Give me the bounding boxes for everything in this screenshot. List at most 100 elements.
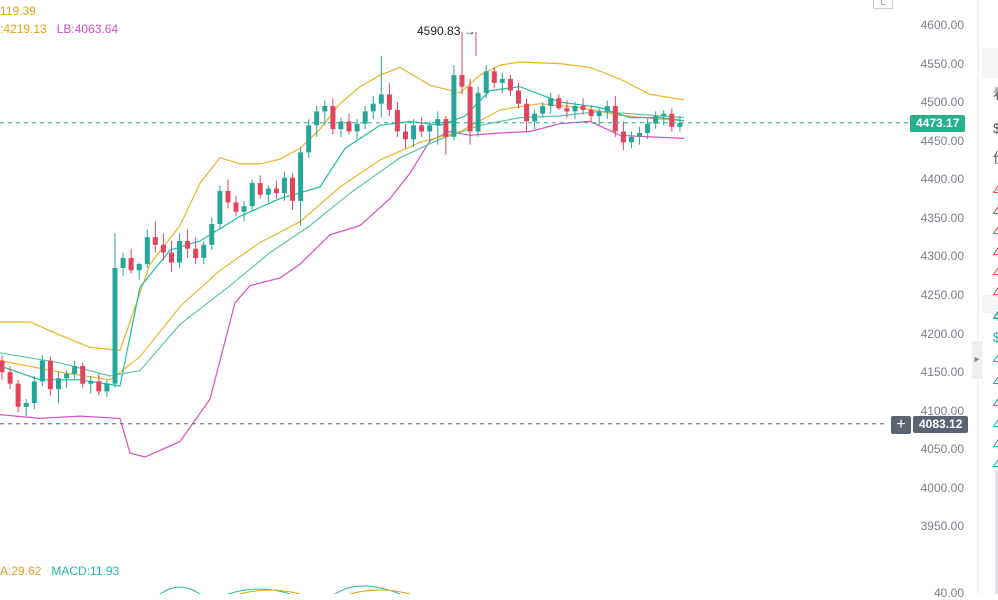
candle-body [160,244,166,253]
candle-body [540,106,546,114]
candle-body [394,109,400,132]
side-panel-highlight [982,295,998,313]
candle-body [532,113,538,122]
side-panel-item: 看 [993,84,998,104]
y-axis-tick: 4050.00 [920,442,964,457]
candle-body [23,403,29,407]
candle-body [39,360,45,382]
candle-body [88,381,94,384]
candle-body [419,125,425,132]
candle-body [604,106,610,112]
candle-body [354,123,360,132]
candle-body [459,75,465,87]
y-axis-tick: 4450.00 [920,133,964,148]
candle-body [524,103,530,122]
y-axis-tick: 4350.00 [920,210,964,225]
candle-body [580,106,586,110]
current-price-tag: 4473.17 [910,115,966,132]
candle-body [330,106,336,130]
candle-body [475,92,481,132]
candle-body [483,71,489,93]
candle-body [249,183,255,207]
side-panel-item: 4 [993,223,998,239]
legend-macd: A:29.62 MACD:11.93 [0,564,119,578]
candle-body [217,190,223,225]
side-panel-item: 4 [993,284,998,300]
candle-body [185,241,191,249]
y-axis-tick: 4200.00 [920,326,964,341]
y-axis-tick: 4600.00 [920,18,964,32]
indicator-lines [0,61,685,458]
candle-body [620,131,626,143]
candle-body [241,206,247,212]
y-axis-tick: 4150.00 [920,365,964,380]
candle-body [507,79,513,91]
candle-body [677,123,683,127]
macd-pane [159,585,411,594]
candle-body [370,103,376,112]
y-axis-tick: 4000.00 [920,480,964,495]
candle-body [290,177,295,201]
ma-slow-line [0,110,685,377]
candle-body [306,125,312,153]
candle-body [386,94,392,110]
upper-band-line [0,61,685,352]
chart-settings-icon[interactable]: L [873,0,893,9]
candle-series [0,31,683,417]
candle-body [338,121,344,130]
candle-body [588,109,594,117]
candle-body [612,106,618,132]
candle-body [233,202,239,212]
candle-body [281,177,287,194]
legend-mb: :4219.13 [0,22,47,36]
legend-lb: LB:4063.64 [56,22,119,36]
candle-body [193,248,199,258]
candle-body [378,94,384,104]
candle-body [15,383,21,407]
side-panel-item: 4 [993,264,998,280]
candle-body [645,123,651,133]
candle-body [548,98,554,106]
y-axis-tick: 4300.00 [920,249,964,264]
candle-body [112,268,118,384]
side-panel-item: $ [993,329,998,345]
side-panel-item: 4 [993,436,998,452]
candle-body [177,241,182,263]
candle-body [64,373,70,379]
side-panel-scroll-arrow[interactable]: ▸ [972,341,982,379]
candle-body [257,183,263,195]
candle-body [144,237,150,265]
side-panel-item: $ [993,120,998,136]
side-panel-scrollbar[interactable] [995,470,998,594]
candle-body [443,119,449,137]
candle-body [629,136,634,143]
side-panel-item: 4 [993,351,998,367]
candle-body [572,106,578,112]
candle-body [96,381,102,392]
candle-body [169,252,174,263]
candle-body [451,75,457,137]
candle-body [435,119,441,126]
candle-body [403,131,408,140]
side-panel: ▸ 看 $ 价 4 4 4 4 4 4 4 $4 4 4 4 4 4 [972,0,998,594]
side-panel-item: 4 [993,456,998,472]
crosshair-plus-icon[interactable]: + [891,416,911,434]
candle-body [273,188,279,194]
candle-body [72,366,78,374]
candle-body [120,258,126,268]
candle-body [661,113,667,116]
y-axis-tick: 4400.00 [920,172,964,187]
candle-body [201,244,207,258]
legend-macd-left: A:29.62 [0,564,42,578]
candle-body [31,381,37,403]
candle-body [265,188,271,195]
candle-body [209,224,215,245]
macd-dif-line [159,585,401,594]
legend-macd-value: MACD:11.93 [51,564,120,578]
candle-body [80,366,86,384]
candle-body [56,378,61,390]
candle-body [225,190,231,203]
candle-body [346,121,352,132]
ma-mid-line [0,103,685,381]
